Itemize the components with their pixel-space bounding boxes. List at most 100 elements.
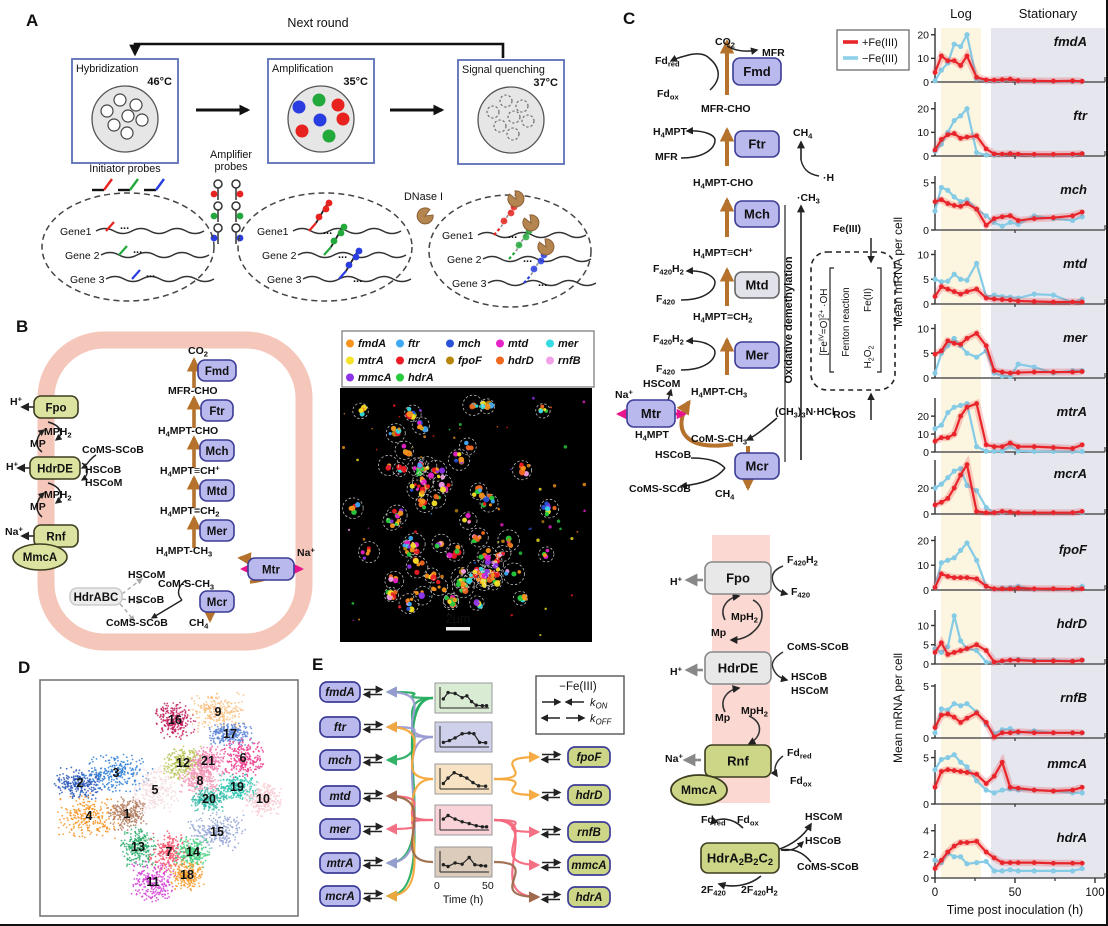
metabolite-label: H+​ [6,460,19,473]
metabolite-label: H4​MPT≡CH+​ [160,464,220,479]
metabolite-label: CoM-S-CH3​ [158,578,214,592]
panel-d-label: D [18,658,30,677]
gene-label: Gene 2 [447,254,482,266]
cluster-number-4: 4 [86,809,93,823]
metabolite-label: Mp [715,712,730,724]
enzyme-box-Mch: Mch [734,200,780,228]
kinetics-arrows [385,686,541,903]
enzyme-label: Fpo [726,571,750,586]
equilibrium-harpoon-icon [540,788,562,802]
enzyme-label: MmcA [681,783,717,797]
y-tick: 2 [923,849,929,861]
metabolite-label: HSCoB [85,464,122,476]
gene-label-ftr: ftr [1073,108,1088,123]
y-tick: 5 [923,681,929,693]
enzyme-box-Mtr: Mtr [626,399,676,428]
enzyme-box-Mtd: Mtd [734,271,780,299]
enzyme-label: Mtd [207,486,227,498]
enzyme-box-Mch: Mch [199,439,235,462]
y-tick: 20 [917,483,929,495]
label: ... [353,273,362,285]
time-axis-title: Time (h) [443,894,484,906]
panel-c-label: C [623,9,635,28]
metabolite-label: MFR [762,47,785,59]
label: ... [146,268,155,280]
metabolite-label: CH4​ [189,617,209,631]
y-tick: 0 [923,799,929,811]
gene-label-mer: mer [1063,330,1088,345]
y-tick: 10 [917,323,929,335]
enzyme-box-Fpo: Fpo [704,561,772,595]
gene-label: Gene 2 [65,250,100,262]
enzyme-label: Mer [207,526,228,538]
panel-e-label: E [312,655,323,674]
metabolite-label: ·CH3​ [797,192,820,206]
legend-item-ftr: ftr [408,338,420,350]
umap-cluster-8 [178,765,220,797]
enzyme-label: Mtr [262,565,280,577]
gene-label: ftr [334,722,347,734]
y-tick: 0 [923,509,929,521]
metabolite-label: Na+​ [615,388,633,401]
metabolite-label: F420​ [656,363,675,377]
y-tick: 0 [923,659,929,671]
y-tick: 10 [917,560,929,572]
metabolite-label: Fdox​ [657,88,679,102]
metabolite-label: H4​MPT-CHO [158,425,218,439]
umap-cluster-6 [221,738,265,779]
umap-cluster-5 [133,765,180,814]
chart-ftr: 0 10 20 ftr [917,102,1106,163]
next-round-label: Next round [287,16,348,30]
y-tick: 20 [917,535,929,547]
metabolite-label-gray: HSCoB [128,594,165,606]
equilibrium-harpoon-icon [362,856,384,870]
gene-label: rnfB [577,827,601,839]
fish-legend: fmdA ftr mch mtd mer mtrA mcrA fpoF hdrD rnfB mmcA… [341,330,595,388]
cluster-number-18: 18 [180,868,194,882]
gene-node-ftr: ftr [319,716,361,738]
metabolite-label: HSCoM [643,378,681,390]
enzyme-label: HdrABC [74,592,119,604]
metabolite-label: H+​ [670,575,683,588]
step-title: Hybridization [76,63,138,75]
enzyme-box-Mtd: Mtd [199,479,235,502]
legend-item-mtrA: mtrA [358,355,384,367]
panel-d: D 2 3 4 5 16 917 12 21 6 8 19 10 20 1 15 13 7 14 18 11 [18,658,299,917]
kinetics-legend: −Fe(III) kON​ kOFF​ [535,675,625,735]
metabolite-label: F420​H2​ [787,554,818,568]
metabolite-label: Fdox​ [790,775,812,789]
enzyme-box-HdrABC: HdrABC [69,587,123,606]
gene-node-rnfB: rnfB [567,821,611,843]
metabolite-label: 2F420​ [701,884,726,898]
metabolite-label: HSCoM [791,685,829,697]
step-hybridization: Hybridization 46°C [71,58,179,164]
mrna-charts: Log Stationary Mean mRNA per cell Mean mRNA… [891,6,1106,917]
metabolite-label: CoMS-SCoB [787,641,849,653]
umap-cluster-4 [56,792,122,840]
gene-label-mch: mch [1060,182,1087,197]
gene-node-mtd: mtd [319,785,361,807]
gene-node-hdrA: hdrA [567,886,611,908]
cluster-number-2: 2 [77,776,84,790]
enzyme-box-Mcr: Mcr [199,590,235,613]
equilibrium-harpoon-icon [362,822,384,836]
time-axis-0: 0 [434,880,440,892]
y-tick: 20 [917,411,929,423]
enzyme-label: HdrA2​B2​C2​ [707,851,773,868]
metabolite-label: F420​ [791,586,810,600]
legend-koff: kOFF​ [590,713,612,727]
y-tick: 0 [923,77,929,89]
mmca-box-c: MmcA [670,774,728,806]
gene-label: fmdA [325,687,354,699]
gene-zoom-1: Gene1 ... Gene 2 ... Gene 3... [237,192,413,302]
gene-label-mmcA: mmcA [1047,756,1087,771]
enzyme-label: MmcA [23,552,58,564]
equilibrium-harpoon-icon [362,789,384,803]
panel-b-labels: H+​MPH2​MPCoMS-SCoBH+​HSCoBHSCoMMPH2​MPN… [5,345,315,631]
enzyme-box-HdrDE: HdrDE [704,651,772,685]
y-tick: 0 [923,373,929,385]
legend-item-hdrD: hdrD [508,355,534,367]
cluster-number-17: 17 [223,727,237,741]
enzyme-box-HdrA2B2C2: HdrA2​B2​C2​ [700,842,780,874]
umap-cluster-3 [81,753,154,793]
